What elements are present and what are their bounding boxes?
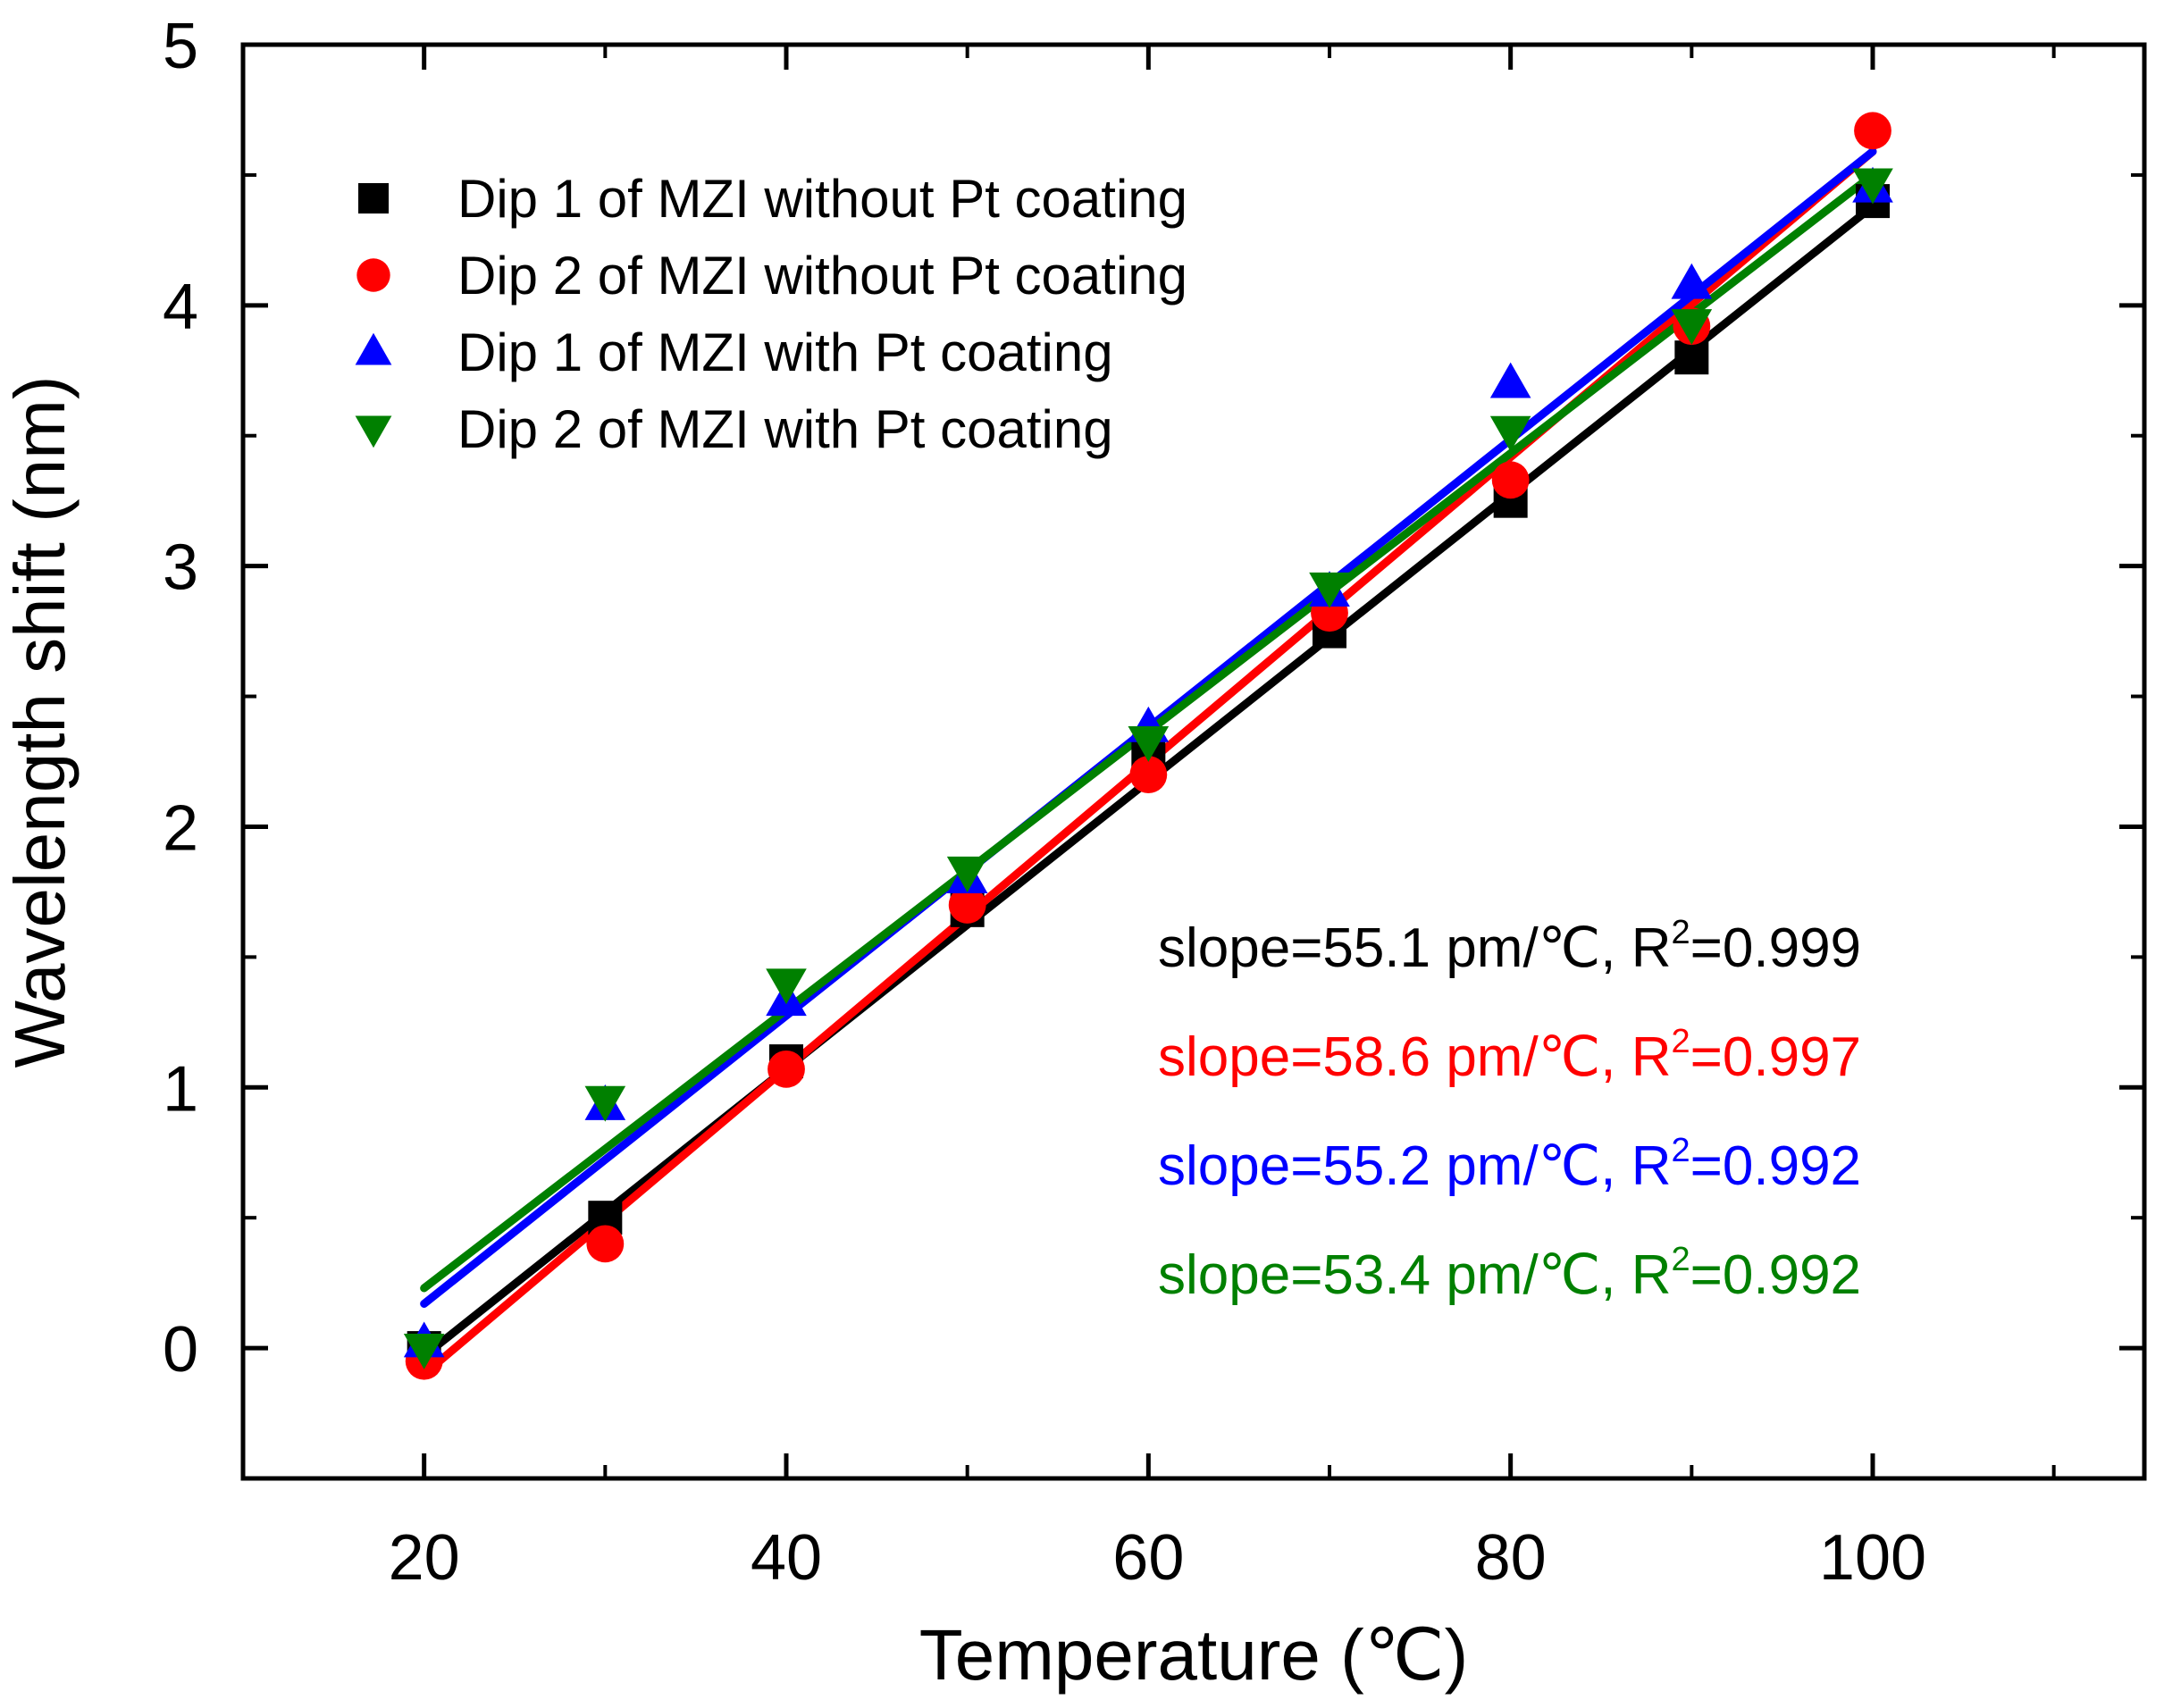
legend-marker-square (358, 183, 389, 214)
data-point-circle (1129, 756, 1168, 793)
x-tick-label: 100 (1819, 1522, 1926, 1594)
slope-text: slope=53.4 pm/℃, R (1158, 1244, 1672, 1306)
slope-text: slope=55.2 pm/℃, R (1158, 1135, 1672, 1197)
data-point-triangle-down (1489, 415, 1531, 452)
data-point-triangle-down (1852, 168, 1893, 205)
legend: Dip 1 of MZI without Pt coating Dip 2 of … (355, 169, 1187, 459)
y-tick-label: 2 (163, 792, 198, 864)
legend-label: Dip 2 of MZI with Pt coating (457, 399, 1113, 459)
slope-annotation: slope=58.6 pm/℃, R2=0.997 (1158, 1023, 1861, 1088)
r-squared-superscript: 2 (1672, 1241, 1690, 1278)
x-axis-title: Temperature (℃) (919, 1615, 1468, 1695)
y-tick-label: 4 (163, 272, 198, 343)
data-point-square (1674, 340, 1709, 375)
x-tick-label: 80 (1475, 1522, 1547, 1594)
data-point-triangle-down (1309, 572, 1350, 608)
data-point-circle (767, 1050, 805, 1088)
data-point-triangle-down (584, 1085, 626, 1122)
data-point-triangle-down (766, 968, 807, 1005)
r-squared-superscript: 2 (1672, 914, 1690, 951)
legend-label: Dip 1 of MZI with Pt coating (457, 322, 1113, 382)
y-tick-label: 5 (163, 11, 198, 82)
legend-label: Dip 2 of MZI without Pt coating (457, 246, 1187, 306)
x-tick-label: 40 (751, 1522, 822, 1594)
x-tick-label: 20 (389, 1522, 460, 1594)
plot-frame (240, 42, 2147, 1481)
slope-annotation: slope=55.2 pm/℃, R2=0.992 (1158, 1132, 1861, 1197)
slope-annotation: slope=53.4 pm/℃, R2=0.992 (1158, 1241, 1861, 1306)
data-point-circle (1491, 461, 1530, 499)
data-point-triangle-down (403, 1333, 445, 1369)
data-point-triangle-down (1128, 726, 1170, 762)
r-squared-value: =0.997 (1690, 1026, 1861, 1088)
data-markers (403, 112, 1893, 1380)
data-point-circle (1854, 112, 1891, 150)
y-axis-title: Wavelength shift (nm) (0, 375, 80, 1068)
r-squared-value: =0.992 (1690, 1244, 1861, 1306)
slope-text: slope=58.6 pm/℃, R (1158, 1026, 1672, 1088)
y-tick-label: 1 (163, 1053, 198, 1125)
data-point-circle (586, 1225, 625, 1263)
r-squared-value: =0.999 (1690, 917, 1861, 979)
r-squared-value: =0.992 (1690, 1135, 1861, 1197)
r-squared-superscript: 2 (1672, 1132, 1690, 1169)
data-point-triangle-down (946, 856, 988, 892)
y-tick-label: 0 (163, 1314, 198, 1386)
axes: 20 40 60 80 100 0 1 2 3 4 5 (163, 11, 2147, 1594)
slope-annotation: slope=55.1 pm/℃, R2=0.999 (1158, 914, 1861, 979)
legend-marker-triangle-down (355, 415, 392, 448)
x-tick-label: 60 (1112, 1522, 1184, 1594)
data-point-triangle-down (1671, 309, 1713, 345)
y-tick-label: 3 (163, 532, 198, 604)
r-squared-superscript: 2 (1672, 1023, 1690, 1060)
data-point-circle (948, 886, 986, 924)
data-point-triangle-up (1489, 362, 1531, 398)
legend-marker-circle (356, 258, 390, 292)
data-point-triangle-up (1671, 263, 1713, 299)
legend-marker-triangle-up (355, 332, 392, 365)
legend-label: Dip 1 of MZI without Pt coating (457, 169, 1187, 229)
slope-text: slope=55.1 pm/℃, R (1158, 917, 1672, 979)
